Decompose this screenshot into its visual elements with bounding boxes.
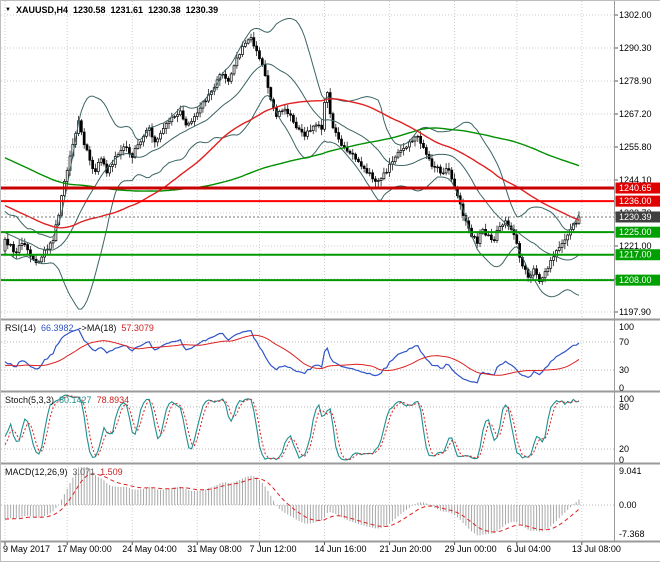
price-tick-label: 1302.00	[619, 10, 652, 20]
price-line-label: 1230.39	[619, 212, 652, 222]
rsi-name: RSI(14)	[5, 323, 36, 333]
price-line-label: 1236.00	[619, 196, 652, 206]
date-tick-label: 17 May 00:00	[57, 544, 112, 554]
rsi-ma-name: ->MA(18)	[79, 323, 117, 333]
price-tick-label: 1278.90	[619, 76, 652, 86]
date-tick-label: 21 Jun 20:00	[380, 544, 432, 554]
indicator-tick-label: 20	[619, 444, 629, 454]
indicator-tick-label: 0.00	[619, 500, 637, 510]
time-scale[interactable]: 9 May 2017 17 May 00:00 24 May 04:00 31 May…	[3, 542, 621, 554]
price-line-label: 1240.65	[619, 183, 652, 193]
price-line-label: 1208.00	[619, 275, 652, 285]
rsi-indicator-label: RSI(14) 66.3982 ->MA(18) 57.3079	[5, 323, 154, 333]
price-line-label: 1225.00	[619, 227, 652, 237]
date-tick-label: 7 Jun 12:00	[249, 544, 296, 554]
date-tick-label: 14 Jun 16:00	[315, 544, 367, 554]
macd-scale[interactable]: 9.041 0.00 -7.368	[619, 466, 645, 539]
macd-signal-value: 1.509	[100, 467, 123, 477]
date-tick-label: 6 Jul 04:00	[507, 544, 551, 554]
moving-averages-layer	[5, 99, 579, 228]
panel-separators[interactable]	[1, 1, 660, 542]
rsi-panel[interactable]	[1, 329, 614, 383]
macd-panel[interactable]	[1, 467, 614, 535]
ohlc-high: 1231.61	[111, 5, 144, 15]
stoch-name: Stoch(5,3,3)	[5, 395, 54, 405]
indicator-tick-label: -7.368	[619, 529, 645, 539]
date-tick-label: 13 Jul 08:00	[572, 544, 621, 554]
indicator-tick-label: 0	[619, 455, 624, 465]
stoch-signal-value: 78.8934	[97, 395, 130, 405]
rsi-scale[interactable]: 100 70 30 0	[619, 322, 634, 393]
bollinger-bands-layer	[5, 19, 579, 310]
date-tick-label: 29 Jun 00:00	[445, 544, 497, 554]
indicator-tick-label: 100	[619, 322, 634, 332]
date-tick-label: 31 May 08:00	[187, 544, 242, 554]
rsi-ma-value: 57.3079	[121, 323, 154, 333]
date-tick-label: 9 May 2017	[3, 544, 50, 554]
price-tick-label: 1267.20	[619, 109, 652, 119]
price-scale[interactable]: 1302.001290.301278.901267.201255.801244.…	[615, 10, 660, 317]
rsi-value: 66.3982	[41, 323, 74, 333]
macd-name: MACD(12,26,9)	[5, 467, 68, 477]
ohlc-open: 1230.58	[73, 5, 106, 15]
indicator-tick-label: 80	[619, 402, 629, 412]
indicator-tick-label: 9.041	[619, 466, 642, 476]
date-tick-label: 24 May 04:00	[122, 544, 177, 554]
indicator-tick-label: 70	[619, 337, 629, 347]
price-tick-label: 1290.30	[619, 43, 652, 53]
symbol-dropdown-icon[interactable]: ▼	[5, 7, 11, 13]
stoch-indicator-label: Stoch(5,3,3) 80.1427 78.8934	[5, 395, 129, 405]
macd-main-value: 3.071	[73, 467, 96, 477]
ohlc-close: 1230.39	[186, 5, 219, 15]
price-tick-label: 1255.80	[619, 142, 652, 152]
macd-indicator-label: MACD(12,26,9) 3.071 1.509	[5, 467, 123, 477]
ohlc-low: 1230.38	[148, 5, 181, 15]
chart-header: ▼ XAUUSD,H4 1230.58 1231.61 1230.38 1230…	[5, 5, 218, 15]
indicator-tick-label: 0	[619, 383, 624, 393]
indicator-tick-label: 30	[619, 365, 629, 375]
candles-layer[interactable]	[4, 32, 580, 285]
symbol-timeframe-label: XAUUSD,H4	[16, 5, 68, 15]
price-tick-label: 1197.90	[619, 307, 651, 317]
grid-layer	[1, 1, 614, 541]
stoch-main-value: 80.1427	[59, 395, 92, 405]
price-line-label: 1217.00	[619, 250, 652, 260]
